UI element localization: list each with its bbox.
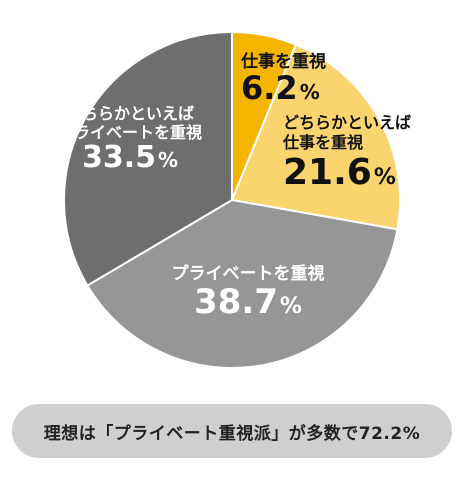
summary-banner: 理想は「プライベート重視派」が多数で72.2% (12, 404, 452, 458)
slice-value-2: 21.6% (283, 152, 396, 193)
slice-name-4-line-1: どちらかといえば (66, 104, 194, 123)
pie-slice-3 (86, 198, 399, 369)
slice-name-4-line-2: プライベートを重視 (58, 123, 202, 142)
slice-name-3-line-1: プライベートを重視 (172, 263, 325, 284)
pie-slice-2 (230, 43, 401, 231)
slice-value-1: 6.2% (241, 69, 320, 107)
pie-slice-4 (63, 30, 233, 287)
slice-name-2-line-1: どちらかといえば (283, 113, 411, 132)
slice-name-1-line-1: 仕事を重視 (240, 51, 326, 72)
summary-text: 理想は「プライベート重視派」が多数で72.2% (43, 423, 421, 444)
slice-value-3: 38.7% (194, 282, 302, 322)
slice-value-4: 33.5% (82, 140, 178, 175)
slice-name-2-line-2: 仕事を重視 (282, 133, 363, 152)
